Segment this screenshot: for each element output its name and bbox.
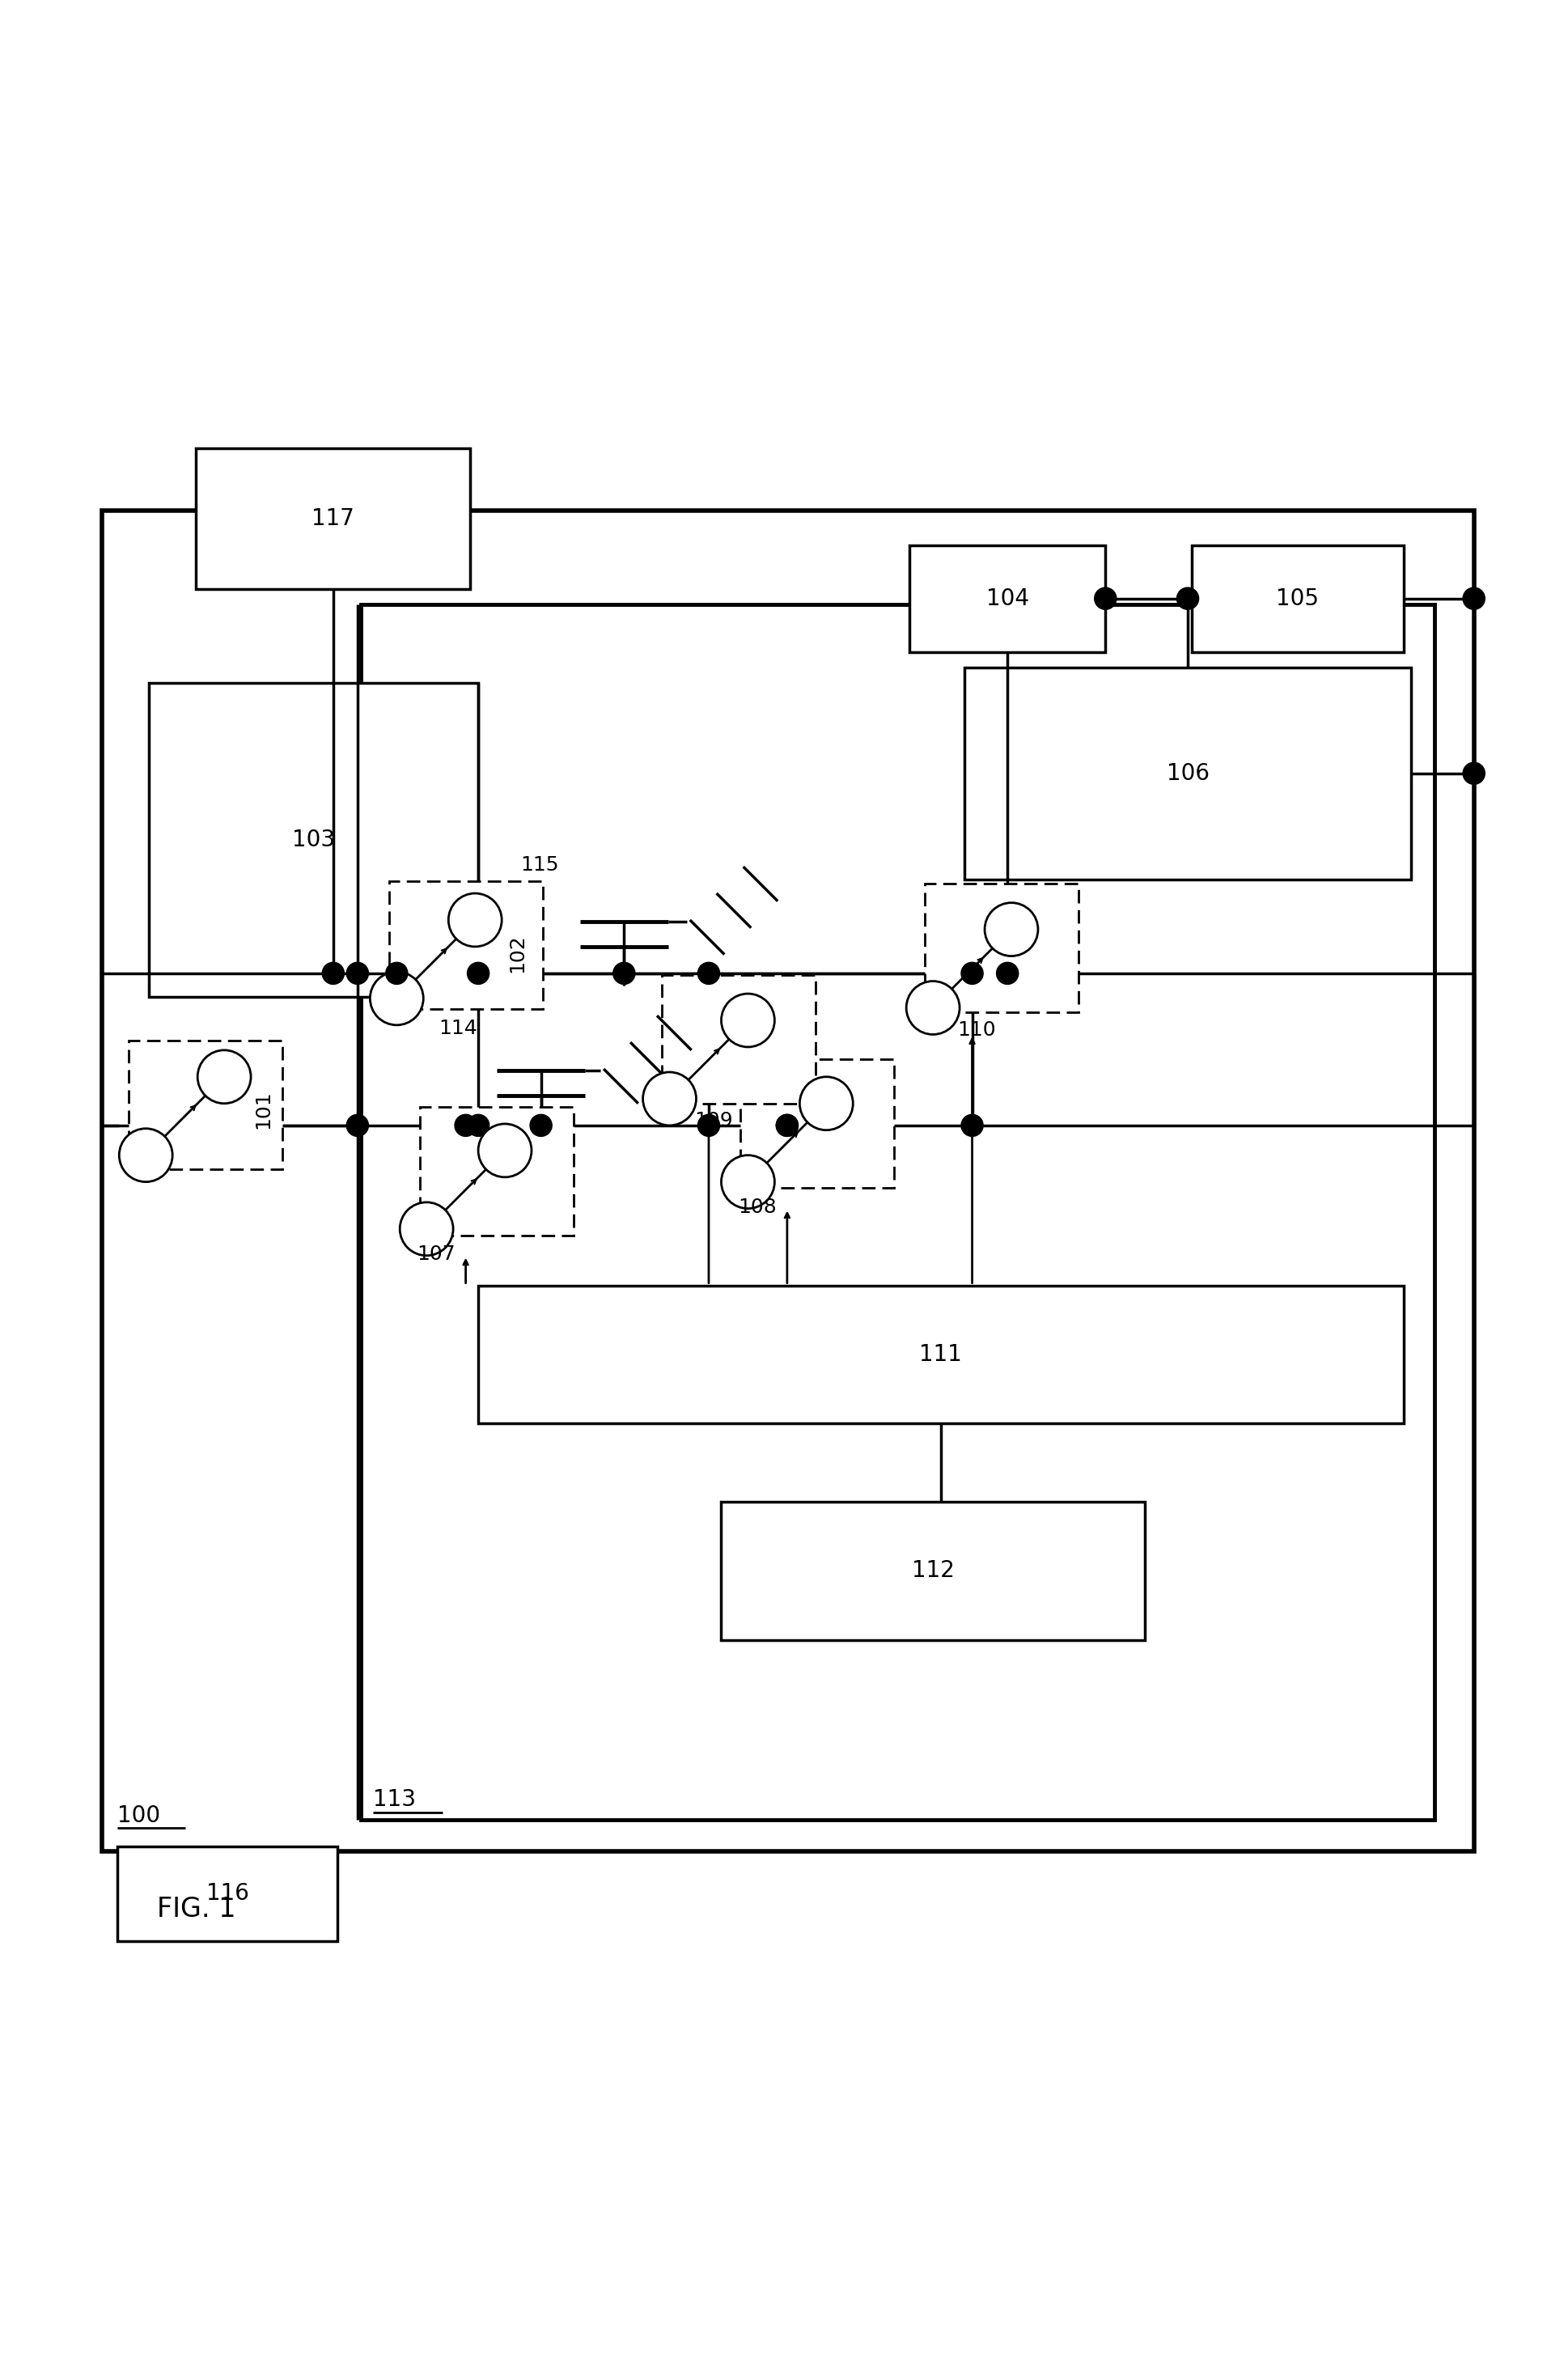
- Circle shape: [985, 903, 1038, 955]
- Circle shape: [347, 1114, 368, 1135]
- Bar: [420, 1107, 574, 1235]
- Bar: [964, 668, 1411, 879]
- Text: 109: 109: [695, 1112, 732, 1130]
- Circle shape: [721, 1154, 775, 1209]
- Bar: [102, 510, 1474, 1851]
- Circle shape: [1463, 588, 1485, 609]
- Text: 103: 103: [292, 829, 336, 851]
- Text: 106: 106: [1167, 763, 1209, 784]
- Circle shape: [698, 1114, 720, 1135]
- Circle shape: [613, 962, 635, 984]
- Text: 117: 117: [312, 507, 354, 531]
- Bar: [909, 545, 1105, 652]
- Circle shape: [370, 972, 423, 1026]
- Circle shape: [400, 1202, 453, 1256]
- Text: 113: 113: [373, 1789, 416, 1811]
- Text: 102: 102: [508, 934, 527, 972]
- Bar: [196, 448, 470, 590]
- Circle shape: [961, 1114, 983, 1135]
- Bar: [129, 1040, 282, 1168]
- Text: 111: 111: [919, 1344, 963, 1365]
- Circle shape: [448, 893, 502, 946]
- Circle shape: [1094, 588, 1116, 609]
- Circle shape: [906, 981, 960, 1033]
- Circle shape: [455, 1114, 477, 1135]
- Text: 107: 107: [417, 1244, 455, 1263]
- Circle shape: [776, 1114, 798, 1135]
- Circle shape: [721, 993, 775, 1048]
- Text: 116: 116: [205, 1882, 249, 1905]
- Circle shape: [467, 1114, 489, 1135]
- Circle shape: [467, 962, 489, 984]
- Bar: [1192, 545, 1403, 652]
- Bar: [389, 882, 543, 1010]
- Bar: [361, 604, 1435, 1820]
- Bar: [662, 974, 815, 1104]
- Bar: [740, 1059, 894, 1187]
- Circle shape: [198, 1050, 251, 1104]
- Text: 100: 100: [118, 1804, 160, 1827]
- Circle shape: [386, 962, 408, 984]
- Circle shape: [776, 1114, 798, 1135]
- Circle shape: [961, 962, 983, 984]
- Circle shape: [323, 962, 345, 984]
- Circle shape: [643, 1071, 696, 1126]
- Bar: [478, 1285, 1403, 1424]
- Circle shape: [347, 962, 368, 984]
- Text: 101: 101: [254, 1090, 273, 1128]
- Text: 110: 110: [958, 1019, 996, 1040]
- Circle shape: [1176, 588, 1198, 609]
- Circle shape: [119, 1128, 172, 1183]
- Bar: [118, 1846, 337, 1941]
- Circle shape: [698, 962, 720, 984]
- Bar: [149, 683, 478, 998]
- Text: 115: 115: [521, 856, 558, 875]
- Bar: [721, 1503, 1145, 1640]
- Circle shape: [530, 1114, 552, 1135]
- Bar: [925, 884, 1079, 1012]
- Circle shape: [800, 1076, 853, 1130]
- Text: 114: 114: [439, 1019, 477, 1038]
- Text: 112: 112: [911, 1559, 955, 1583]
- Text: 108: 108: [739, 1197, 776, 1216]
- Circle shape: [997, 962, 1019, 984]
- Circle shape: [1463, 763, 1485, 784]
- Circle shape: [478, 1123, 532, 1178]
- Text: FIG. 1: FIG. 1: [157, 1896, 235, 1922]
- Text: 104: 104: [986, 588, 1029, 609]
- Text: 105: 105: [1276, 588, 1319, 609]
